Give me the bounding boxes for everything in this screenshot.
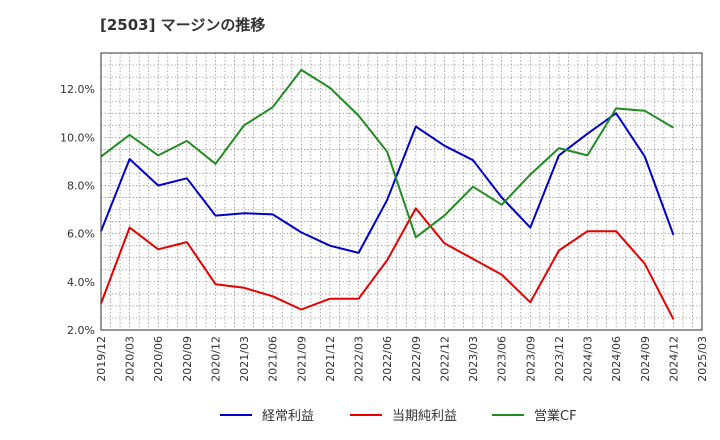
- x-tick-label: 2019/12: [95, 336, 108, 382]
- y-tick-label: 10.0%: [60, 131, 95, 144]
- series-line-2: [100, 207, 675, 320]
- x-tick-label: 2020/12: [209, 336, 222, 382]
- legend-label-3: 営業CF: [534, 408, 577, 424]
- x-tick-label: 2024/12: [667, 336, 680, 382]
- y-tick-label: 6.0%: [67, 228, 95, 241]
- x-tick-label: 2020/09: [181, 336, 194, 382]
- x-tick-label: 2024/06: [610, 336, 623, 382]
- x-tick-label: 2021/06: [267, 336, 280, 382]
- x-tick-label: 2021/12: [324, 336, 337, 382]
- x-tick-label: 2024/09: [639, 336, 652, 382]
- x-tick-label: 2022/09: [410, 336, 423, 382]
- x-tick-label: 2021/03: [238, 336, 251, 382]
- legend-label-1: 経常利益: [262, 409, 314, 424]
- chart-title: [2503] マージンの推移: [100, 16, 266, 34]
- plot-area-frame: [100, 52, 703, 331]
- x-tick-label: 2023/12: [553, 336, 566, 382]
- legend-label-2: 当期純利益: [392, 409, 457, 424]
- y-tick-label: 4.0%: [67, 276, 95, 289]
- series-line-1: [100, 112, 675, 254]
- x-tick-label: 2023/06: [496, 336, 509, 382]
- series-line-3: [100, 68, 674, 239]
- x-tick-label: 2024/03: [582, 336, 595, 382]
- y-tick-label: 2.0%: [67, 324, 95, 337]
- x-tick-label: 2023/03: [467, 336, 480, 382]
- x-tick-label: 2020/06: [152, 336, 165, 382]
- x-tick-label: 2025/03: [696, 336, 709, 382]
- y-tick-label: 12.0%: [60, 83, 95, 96]
- x-tick-label: 2020/03: [124, 336, 137, 382]
- y-tick-label: 8.0%: [67, 179, 95, 192]
- x-tick-label: 2021/09: [295, 336, 308, 382]
- x-tick-label: 2022/12: [438, 336, 451, 382]
- x-tick-label: 2022/06: [381, 336, 394, 382]
- x-tick-label: 2023/09: [524, 336, 537, 382]
- x-tick-label: 2022/03: [353, 336, 366, 382]
